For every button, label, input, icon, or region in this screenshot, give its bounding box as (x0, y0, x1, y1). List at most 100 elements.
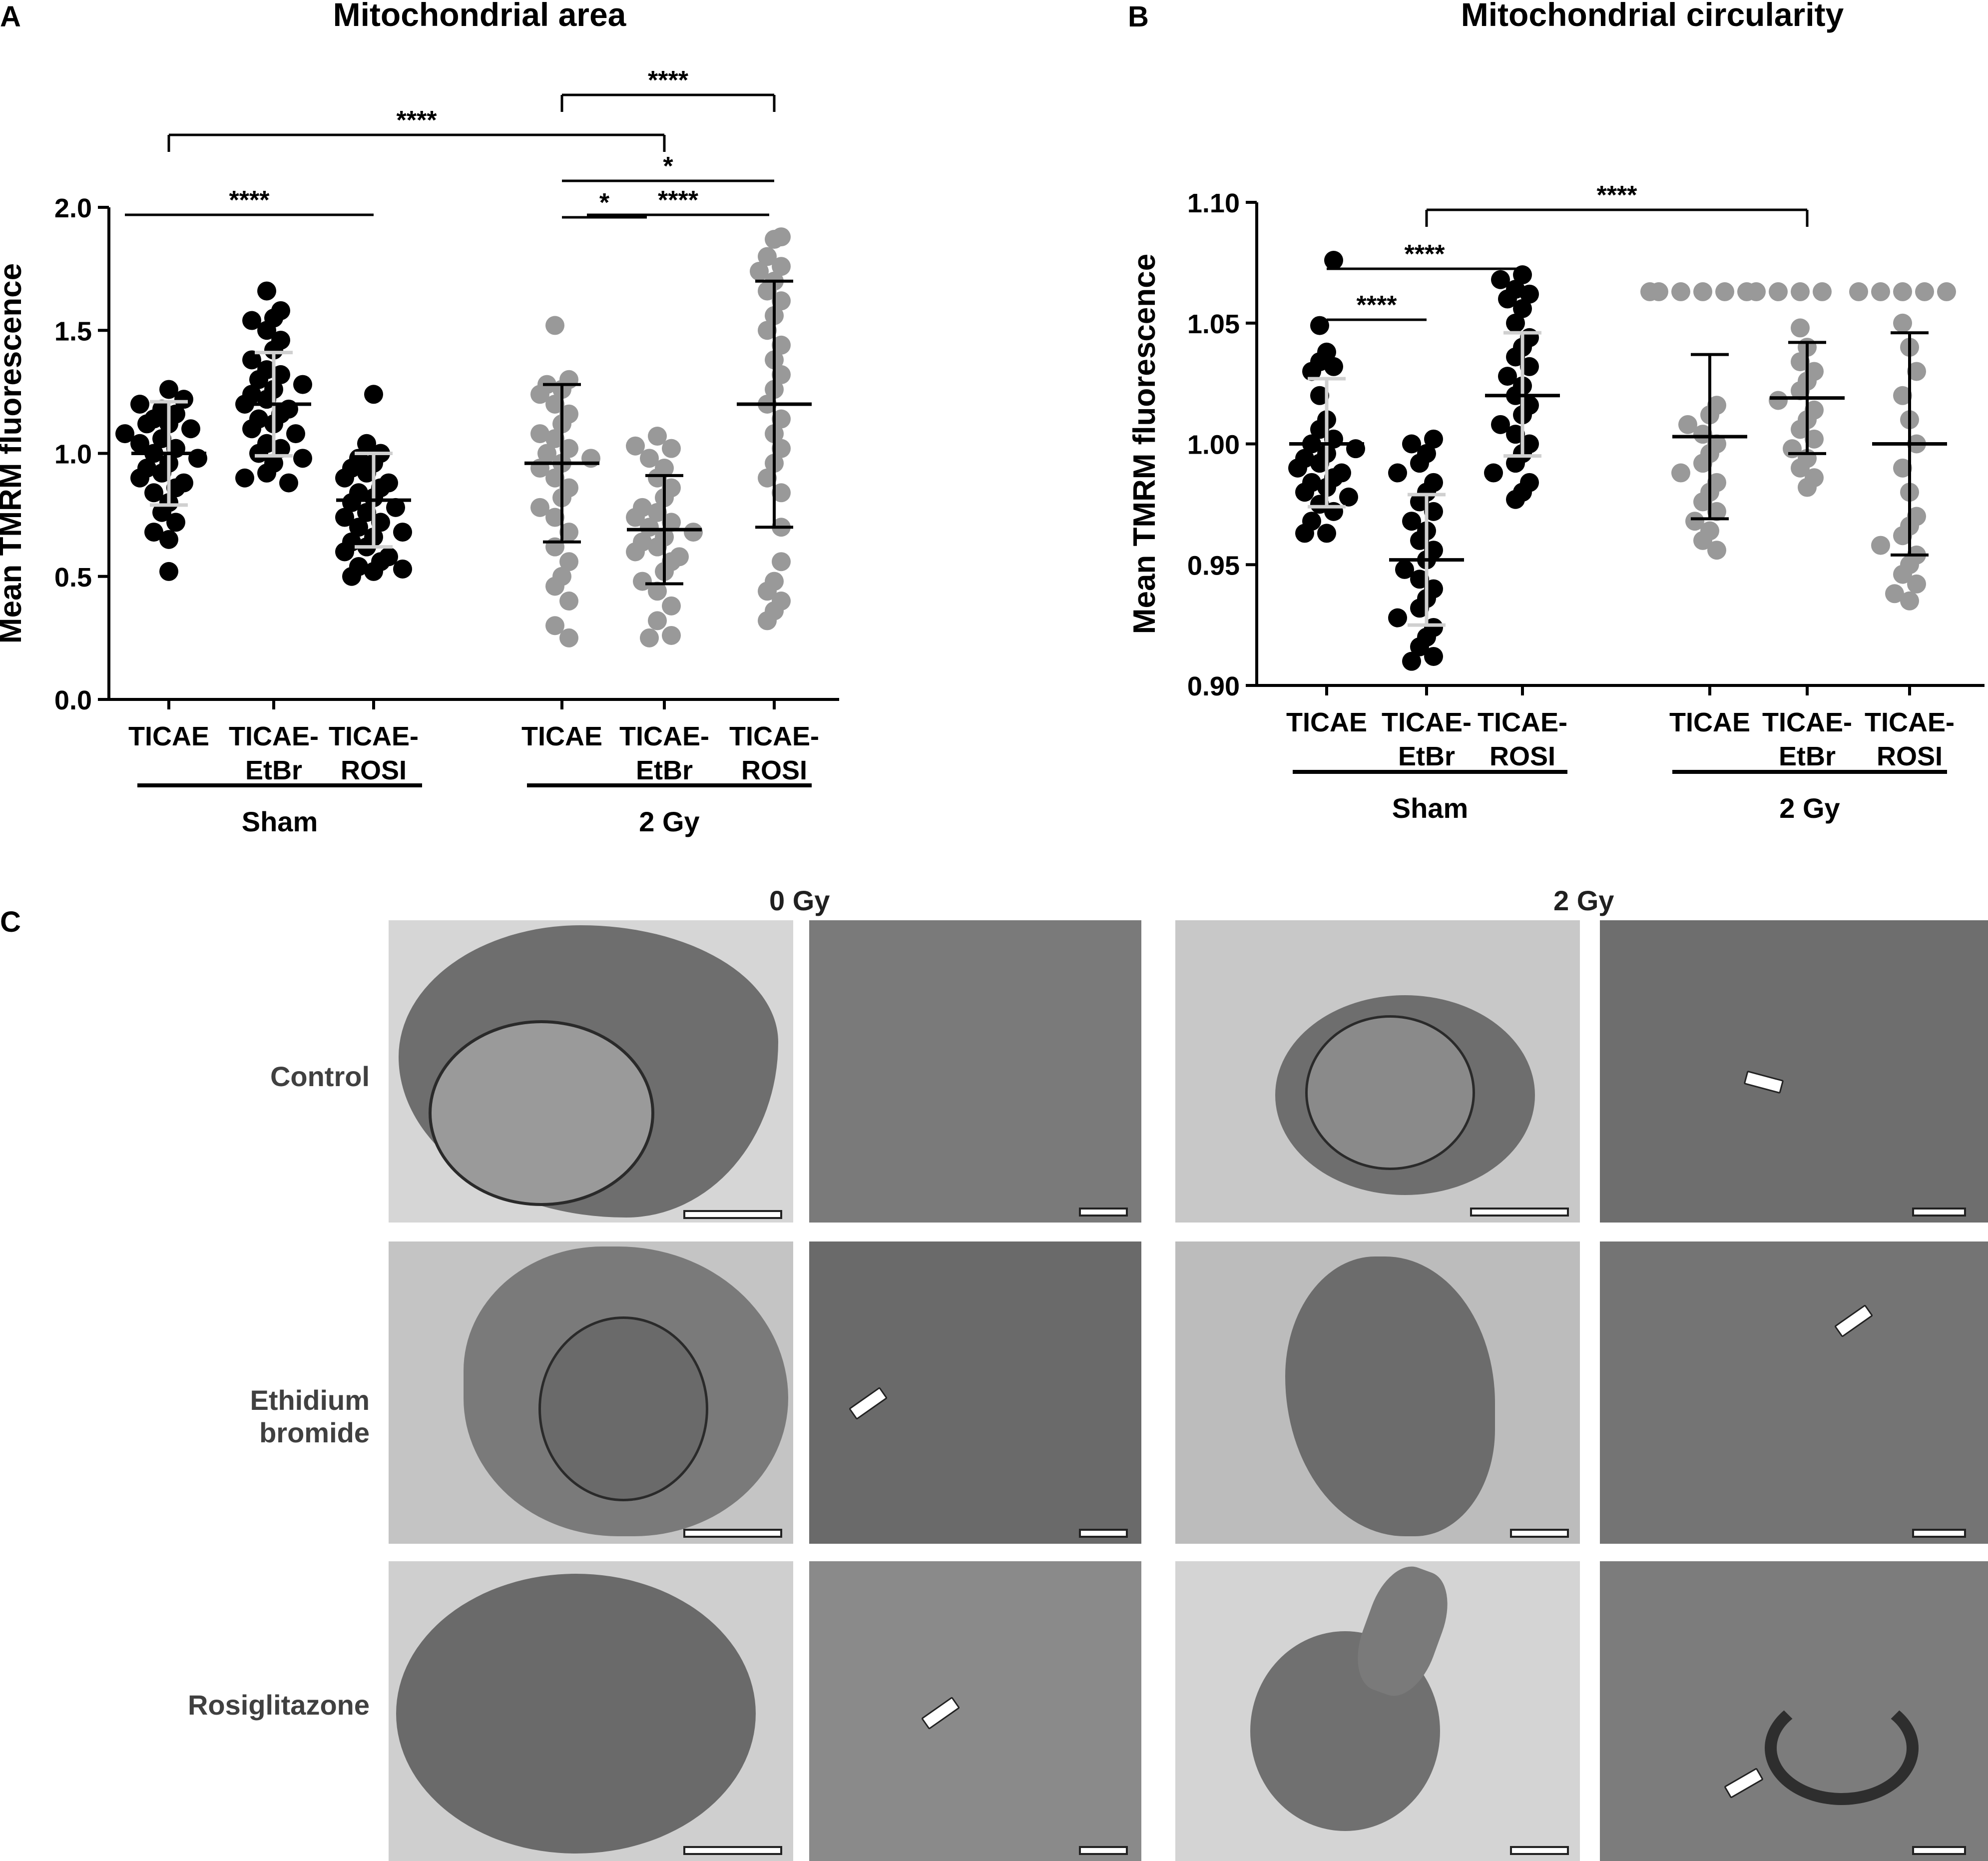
data-point (144, 483, 163, 503)
data-point (1410, 454, 1429, 473)
data-point (758, 468, 777, 488)
chart-title: Mitochondrial area (333, 0, 627, 33)
data-point (772, 365, 791, 384)
x-tick-label: EtBr (245, 755, 302, 785)
data-point (772, 335, 791, 355)
group-label: Sham (1392, 792, 1469, 824)
scale-bar (1510, 1846, 1569, 1855)
data-point (1317, 524, 1336, 543)
data-point (1491, 415, 1510, 434)
y-tick-label: 0.95 (1187, 551, 1240, 581)
data-point (1893, 386, 1912, 405)
data-point (545, 316, 564, 335)
data-point (1498, 367, 1517, 386)
x-tick-label: TICAE- (1382, 707, 1472, 737)
data-point (286, 424, 305, 444)
data-point (181, 419, 200, 439)
data-point (152, 503, 171, 522)
data-point (357, 434, 376, 453)
y-axis-label: Mean TMRM fluorescence (0, 263, 28, 643)
data-point (130, 395, 149, 414)
data-point (242, 311, 261, 330)
data-point (640, 449, 659, 468)
significance-label: **** (648, 66, 689, 95)
row-label-rosiglitazone: Rosiglitazone (187, 1689, 370, 1721)
data-point (758, 611, 777, 630)
data-point (772, 409, 791, 429)
data-point (235, 468, 254, 488)
data-point (1410, 492, 1429, 512)
data-point (249, 370, 268, 389)
y-tick-label: 1.0 (54, 440, 92, 470)
panel-letter-c: C (0, 906, 21, 938)
data-point (342, 567, 361, 586)
data-point (1937, 282, 1956, 301)
data-point (159, 380, 178, 399)
data-point (633, 572, 652, 591)
data-point (130, 434, 149, 453)
data-point (293, 449, 312, 468)
data-point (662, 625, 681, 645)
chart-title: Mitochondrial circularity (1461, 0, 1844, 33)
data-point (545, 468, 564, 488)
significance-label: * (599, 188, 610, 217)
significance-label: **** (1597, 181, 1638, 210)
arrow-icon (1834, 1304, 1874, 1338)
scale-bar (1079, 1529, 1128, 1538)
data-point (115, 424, 134, 444)
x-tick-label: TICAE- (619, 721, 709, 751)
x-tick-label: EtBr (636, 755, 693, 785)
significance-label: **** (658, 186, 699, 215)
data-point (1707, 541, 1726, 560)
data-point (1769, 391, 1788, 410)
panel-letter-a: A (0, 0, 21, 33)
data-point (166, 513, 185, 532)
data-point (1693, 492, 1712, 512)
data-point (1520, 284, 1539, 304)
scale-bar (1510, 1529, 1569, 1538)
data-point (357, 463, 376, 483)
data-point (1310, 454, 1329, 473)
x-tick-label: EtBr (1398, 741, 1455, 771)
data-point (1791, 458, 1810, 478)
data-point (1871, 282, 1890, 301)
y-tick-label: 2.0 (54, 193, 92, 223)
data-point (242, 350, 261, 370)
scale-bar (683, 1846, 782, 1855)
scale-bar (683, 1529, 782, 1538)
data-point (257, 281, 276, 301)
data-point (1346, 439, 1365, 459)
data-point (1907, 574, 1926, 594)
data-point (1791, 282, 1810, 301)
data-point (1849, 282, 1868, 301)
data-point (1893, 458, 1912, 478)
data-point (559, 523, 578, 542)
data-point (1506, 490, 1525, 509)
data-point (1310, 495, 1329, 514)
data-point (1310, 420, 1329, 439)
data-point (640, 518, 659, 537)
data-point (1506, 425, 1525, 444)
x-tick-label: ROSI (1490, 741, 1555, 771)
data-point (1671, 463, 1690, 483)
data-point (1685, 512, 1704, 531)
data-point (137, 414, 156, 434)
data-point (772, 257, 791, 276)
x-tick-label: TICAE- (1762, 707, 1852, 737)
y-tick-label: 1.10 (1187, 188, 1240, 218)
data-point (648, 468, 667, 488)
data-point (545, 577, 564, 596)
data-point (648, 427, 667, 446)
x-tick-label: EtBr (1779, 741, 1836, 771)
data-point (772, 552, 791, 572)
y-axis-label: Mean TMRM fluorescence (1128, 254, 1162, 634)
data-point (1498, 289, 1517, 309)
data-point (559, 439, 578, 458)
data-point (1506, 454, 1525, 473)
scale-bar (1470, 1208, 1569, 1217)
data-point (371, 513, 390, 532)
data-point (1402, 651, 1421, 671)
data-point (1295, 524, 1314, 543)
data-point (357, 503, 376, 522)
data-point (1424, 502, 1443, 521)
